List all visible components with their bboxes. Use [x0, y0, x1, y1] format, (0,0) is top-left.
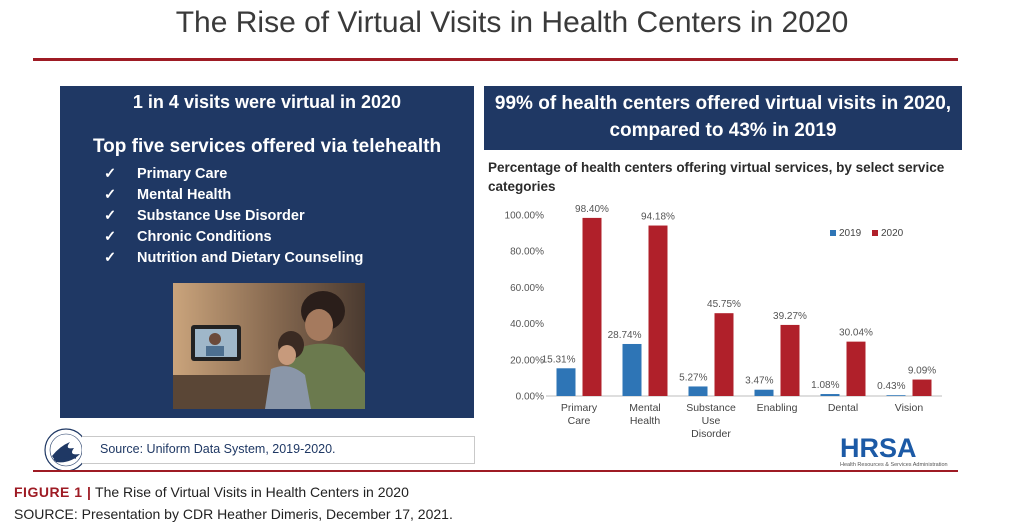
data-label: 15.31%: [542, 354, 576, 365]
service-label: Nutrition and Dietary Counseling: [137, 250, 364, 266]
list-item: ✓ Chronic Conditions: [104, 227, 363, 248]
services-list: ✓ Primary Care ✓ Mental Health ✓ Substance …: [104, 164, 363, 269]
data-label: 39.27%: [773, 311, 807, 322]
bar-2019: [820, 394, 840, 396]
figure-label: FIGURE 1 |: [14, 484, 92, 500]
data-label: 5.27%: [679, 372, 707, 383]
service-label: Mental Health: [137, 187, 232, 203]
data-label: 1.08%: [811, 380, 839, 391]
bar-2020: [912, 379, 932, 396]
category-label: Mental: [629, 402, 661, 414]
left-panel: 1 in 4 visits were virtual in 2020 Top f…: [60, 86, 474, 418]
left-headline: 1 in 4 visits were virtual in 2020: [132, 92, 402, 112]
bar-2020: [582, 217, 602, 396]
legend-label: 2019: [839, 228, 862, 239]
y-tick-label: 60.00%: [510, 283, 544, 294]
check-icon: ✓: [104, 229, 117, 245]
data-label: 3.47%: [745, 376, 773, 387]
list-item: ✓ Primary Care: [104, 164, 363, 185]
hrsa-tagline: Health Resources & Services Administrati…: [840, 462, 948, 468]
telehealth-photo: [173, 283, 365, 409]
right-banner: 99% of health centers offered virtual vi…: [484, 86, 962, 150]
chart-subtitle: Percentage of health centers offering vi…: [488, 160, 945, 194]
title-divider: [33, 58, 958, 61]
category-label: Dental: [828, 402, 858, 414]
y-tick-label: 100.00%: [505, 211, 545, 222]
left-subhead: Top five services offered via telehealth: [92, 136, 442, 157]
bar-2020: [648, 225, 668, 396]
figure-caption-text: The Rise of Virtual Visits in Health Cen…: [91, 484, 409, 500]
service-label: Primary Care: [137, 166, 228, 182]
category-label: Enabling: [757, 402, 798, 414]
bars: [556, 217, 932, 396]
hrsa-logo: HRSA: [840, 433, 917, 463]
y-tick-label: 20.00%: [510, 355, 544, 366]
category-label: Vision: [895, 402, 924, 414]
data-label: 0.43%: [877, 381, 905, 392]
check-icon: ✓: [104, 187, 117, 203]
legend: 2019 2020: [830, 228, 904, 239]
category-label: Health: [630, 415, 661, 427]
category-label: Disorder: [691, 428, 731, 440]
data-label: 94.18%: [641, 212, 675, 223]
bar-2019: [622, 343, 642, 396]
service-label: Substance Use Disorder: [137, 208, 305, 224]
y-axis: 0.00% 20.00% 40.00% 60.00% 80.00% 100.00%: [505, 211, 545, 403]
bar-2019: [886, 395, 906, 396]
service-label: Chronic Conditions: [137, 229, 272, 245]
data-labels: 15.31% 98.40% 28.74% 94.18% 5.27% 45.75% 3.47%…: [542, 204, 937, 392]
figure-source: SOURCE: Presentation by CDR Heather Dime…: [14, 506, 453, 522]
right-banner-text: 99% of health centers offered virtual vi…: [494, 93, 952, 141]
y-tick-label: 80.00%: [510, 247, 544, 258]
check-icon: ✓: [104, 250, 117, 266]
bar-2020: [780, 324, 800, 396]
figure-caption: FIGURE 1 | The Rise of Virtual Visits in…: [14, 484, 409, 500]
category-label: Primary: [561, 402, 598, 414]
bar-2019: [688, 386, 708, 396]
bottom-divider: [33, 470, 958, 472]
y-tick-label: 40.00%: [510, 319, 544, 330]
y-tick-label: 0.00%: [516, 392, 544, 403]
list-item: ✓ Mental Health: [104, 185, 363, 206]
legend-swatch: [830, 230, 836, 236]
data-label: 98.40%: [575, 204, 609, 215]
data-label: 45.75%: [707, 299, 741, 310]
category-label: Substance: [686, 402, 736, 414]
category-label: Care: [568, 415, 591, 427]
bar-chart: 0.00% 20.00% 40.00% 60.00% 80.00% 100.00% 15.…: [505, 204, 942, 440]
check-icon: ✓: [104, 208, 117, 224]
data-label: 28.74%: [608, 330, 642, 341]
bar-2019: [754, 389, 774, 396]
source-note: Source: Uniform Data System, 2019-2020.: [100, 442, 336, 456]
bar-2019: [556, 368, 576, 396]
data-label: 30.04%: [839, 328, 873, 339]
list-item: ✓ Substance Use Disorder: [104, 206, 363, 227]
list-item: ✓ Nutrition and Dietary Counseling: [104, 248, 363, 269]
slide-title: The Rise of Virtual Visits in Health Cen…: [175, 6, 849, 39]
bar-2020: [714, 313, 734, 396]
source-box: Source: Uniform Data System, 2019-2020.: [82, 436, 475, 464]
legend-label: 2020: [881, 228, 904, 239]
data-label: 9.09%: [908, 366, 936, 377]
check-icon: ✓: [104, 166, 117, 182]
bar-2020: [846, 341, 866, 396]
category-label: Use: [702, 415, 721, 427]
legend-swatch: [872, 230, 878, 236]
